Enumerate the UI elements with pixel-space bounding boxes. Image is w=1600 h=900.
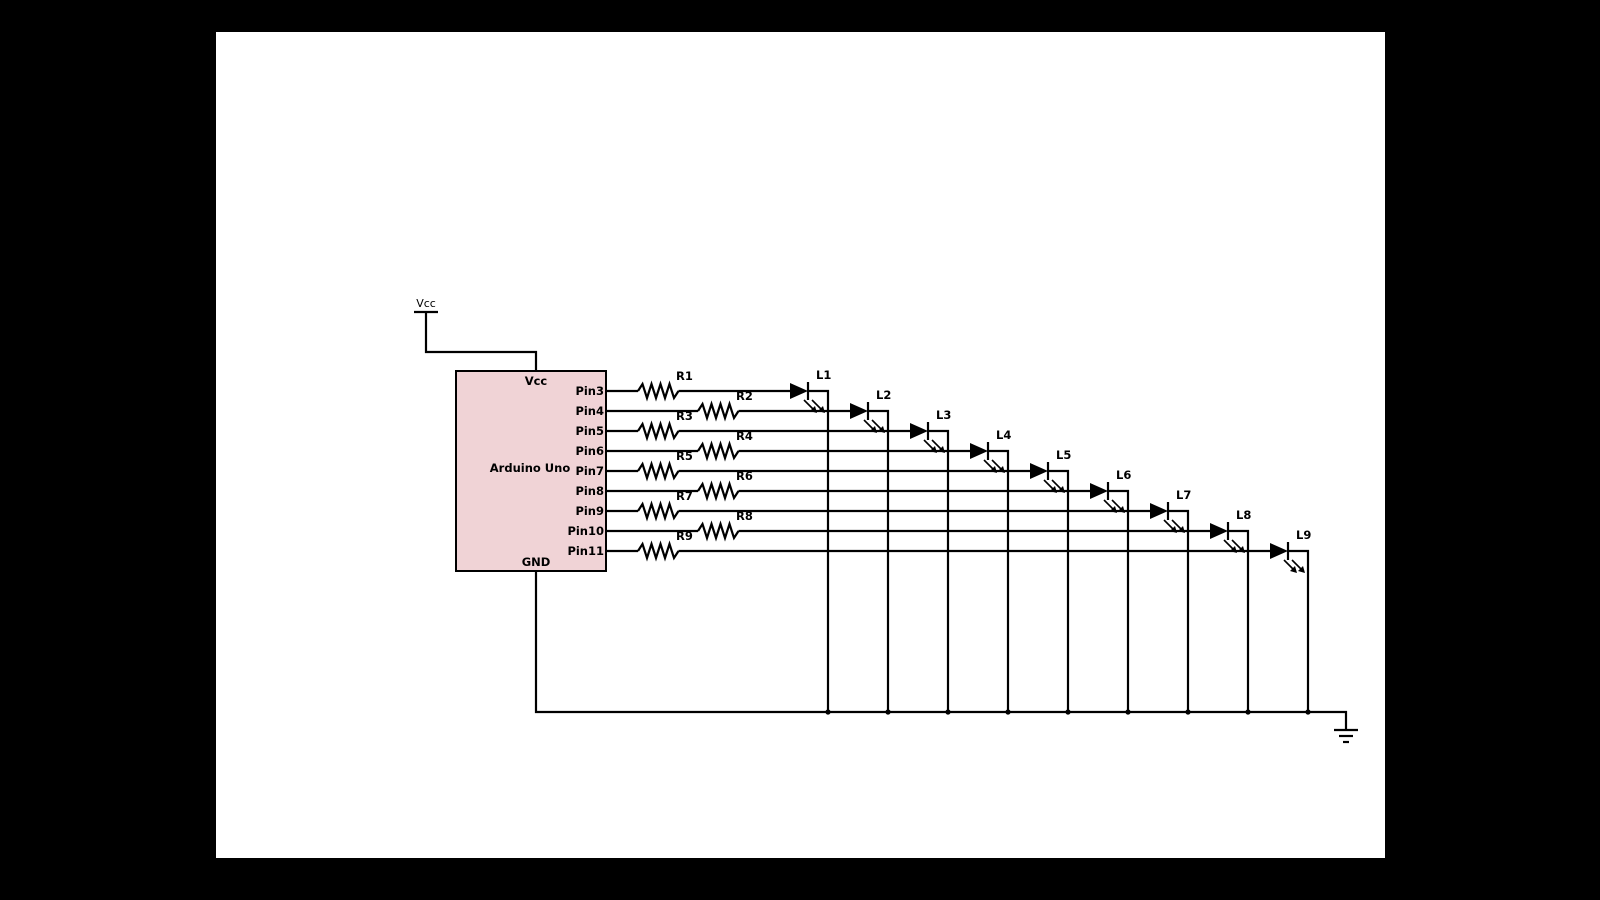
pin-label-pin5: Pin5: [575, 424, 604, 438]
led-label-l5: L5: [1056, 448, 1071, 462]
resistor-7: [637, 500, 680, 522]
resistor-label-r3: R3: [676, 409, 693, 423]
pin-label-pin11: Pin11: [567, 544, 604, 558]
resistor-1: [637, 380, 680, 402]
pin-label-pin7: Pin7: [575, 464, 604, 478]
arduino-vcc-pin-label: Vcc: [525, 374, 548, 388]
channel-3: Pin5 R3 L3: [575, 408, 951, 715]
junction-dot: [945, 709, 951, 715]
led-label-l2: L2: [876, 388, 891, 402]
schematic-sheet: [216, 32, 1385, 858]
pin-label-pin9: Pin9: [575, 504, 604, 518]
pin-label-pin3: Pin3: [575, 384, 604, 398]
junction-dot: [1005, 709, 1011, 715]
pin-label-pin8: Pin8: [575, 484, 604, 498]
led-label-l3: L3: [936, 408, 951, 422]
arduino-chip-name: Arduino Uno: [490, 461, 571, 475]
resistor-label-r8: R8: [736, 509, 753, 523]
resistor-label-r2: R2: [736, 389, 753, 403]
channel-6: Pin8 R6 L6: [575, 468, 1131, 715]
ground-icon: [1334, 728, 1358, 744]
channel-2: Pin4 R2 L2: [575, 388, 891, 715]
channel-1: Pin3 R1 L1: [575, 368, 831, 715]
resistor-8: [697, 520, 740, 542]
arduino-chip: Arduino Uno Vcc GND: [455, 370, 607, 572]
junction-dot: [1245, 709, 1251, 715]
led-channels: Pin3 R1 L1 Pin4 R2 L2 Pin5 R3 L3 Pin6 R4 L4 Pin7 R5 L5…: [567, 368, 1311, 715]
resistor-label-r1: R1: [676, 369, 693, 383]
junction-dot: [1305, 709, 1311, 715]
resistor-3: [637, 420, 680, 442]
pin-label-pin10: Pin10: [567, 524, 604, 538]
resistor-2: [697, 400, 740, 422]
pin-label-pin6: Pin6: [575, 444, 604, 458]
led-4: [970, 442, 1005, 473]
led-label-l9: L9: [1296, 528, 1311, 542]
channel-7: Pin9 R7 L7: [575, 488, 1191, 715]
led-9-light-icon: [1283, 559, 1305, 573]
pin-label-pin4: Pin4: [575, 404, 604, 418]
led-5: [1030, 462, 1065, 493]
ground-bus: [534, 571, 1348, 730]
channel-9: Pin11 R9 L9: [567, 528, 1311, 715]
led-label-l1: L1: [816, 368, 831, 382]
channel-4: Pin6 R4 L4: [575, 428, 1011, 715]
led-9: [1270, 542, 1305, 573]
resistor-label-r6: R6: [736, 469, 753, 483]
led-1: [790, 382, 825, 413]
resistor-4: [697, 440, 740, 462]
channel-5: Pin7 R5 L5: [575, 448, 1071, 715]
junction-dot: [1065, 709, 1071, 715]
led-2: [850, 402, 885, 433]
led-label-l6: L6: [1116, 468, 1131, 482]
led-8: [1210, 522, 1245, 553]
arduino-chip-body: [455, 370, 607, 572]
led-6: [1090, 482, 1125, 513]
led-3: [910, 422, 945, 453]
resistor-label-r5: R5: [676, 449, 693, 463]
junction-dot: [825, 709, 831, 715]
led-7: [1150, 502, 1185, 533]
junction-dot: [1125, 709, 1131, 715]
led-label-l7: L7: [1176, 488, 1191, 502]
vcc-supply-label: Vcc: [416, 297, 436, 310]
channel-8: Pin10 R8 L8: [567, 508, 1251, 715]
arduino-gnd-pin-label: GND: [522, 555, 551, 569]
resistor-label-r4: R4: [736, 429, 753, 443]
junction-dot: [885, 709, 891, 715]
resistor-label-r7: R7: [676, 489, 693, 503]
junction-dot: [1185, 709, 1191, 715]
resistor-9: [637, 540, 680, 562]
vcc-supply: Vcc: [414, 297, 538, 371]
led-label-l4: L4: [996, 428, 1011, 442]
led-label-l8: L8: [1236, 508, 1251, 522]
resistor-6: [697, 480, 740, 502]
resistor-label-r9: R9: [676, 529, 693, 543]
resistor-5: [637, 460, 680, 482]
